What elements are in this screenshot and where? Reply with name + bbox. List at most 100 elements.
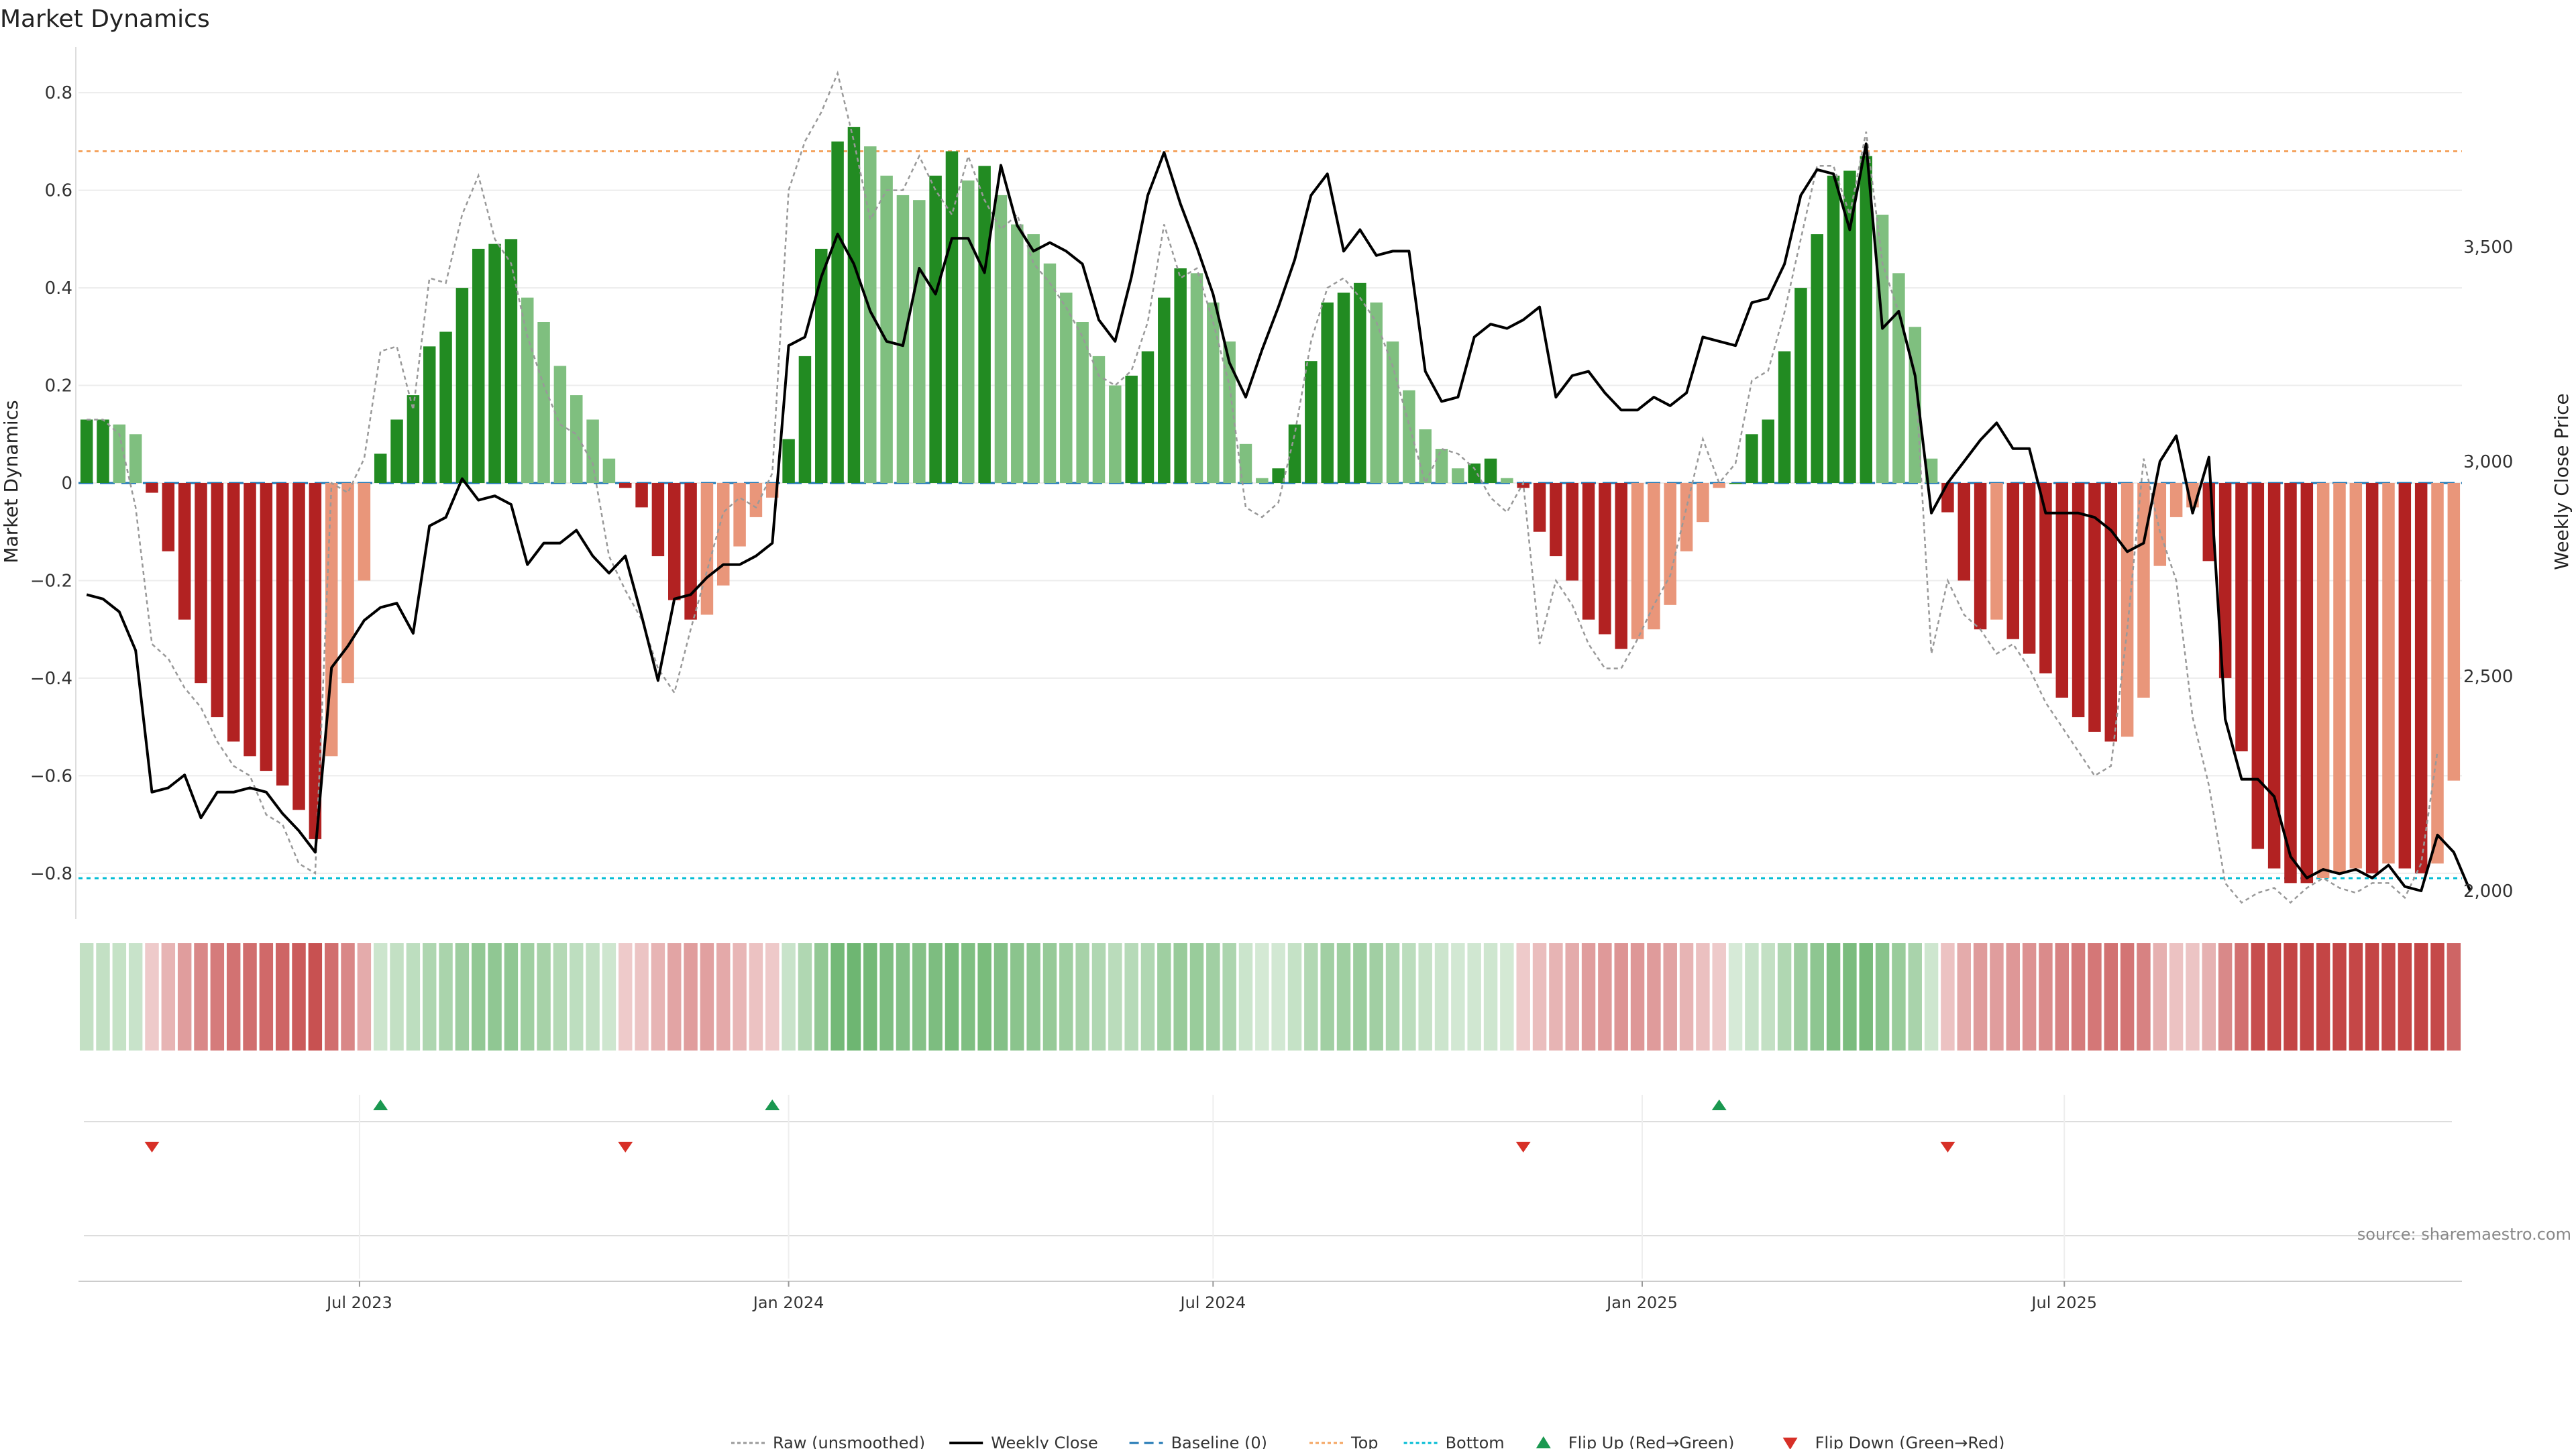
strip-cell	[243, 943, 257, 1051]
market-dynamics-bar	[2267, 483, 2281, 869]
market-dynamics-bar	[635, 483, 648, 508]
market-dynamics-bar	[2333, 483, 2346, 873]
market-dynamics-bar	[390, 419, 403, 483]
legend-label: Weekly Close	[991, 1434, 1098, 1449]
strip-cell	[1990, 943, 2004, 1051]
market-dynamics-bar	[227, 483, 240, 742]
legend-label: Bottom	[1446, 1434, 1505, 1449]
strip-cell	[422, 943, 437, 1051]
legend-label: Top	[1350, 1434, 1379, 1449]
strip-cell	[275, 943, 290, 1051]
strip-cell	[521, 943, 535, 1051]
strip-cell	[2332, 943, 2347, 1051]
strip-cell	[1483, 943, 1498, 1051]
strip-cell	[928, 943, 943, 1051]
market-dynamics-bar	[945, 151, 959, 484]
market-dynamics-bar	[407, 395, 420, 483]
market-dynamics-bar	[1566, 483, 1578, 581]
market-dynamics-bar	[2414, 483, 2428, 873]
strip-cell	[1924, 943, 1939, 1051]
strip-cell	[1777, 943, 1792, 1051]
strip-cell	[2039, 943, 2053, 1051]
y-tick-label: −0.2	[30, 571, 72, 591]
strip-cell	[1059, 943, 1073, 1051]
strip-cell	[2071, 943, 2086, 1051]
market-dynamics-bar	[586, 419, 599, 483]
right-axis-label: Weekly Close Price	[2551, 393, 2573, 570]
strip-cell	[1859, 943, 1873, 1051]
market-dynamics-bar	[700, 483, 714, 615]
market-dynamics-bar	[2137, 483, 2150, 698]
legend-item-raw: Raw (unsmoothed)	[731, 1434, 925, 1449]
strip-cell	[749, 943, 763, 1051]
market-dynamics-bar	[815, 248, 828, 483]
market-dynamics-bar	[2104, 483, 2118, 742]
market-dynamics-bar	[668, 483, 681, 600]
strip-cell	[112, 943, 127, 1051]
x-tick-label: Jul 2023	[325, 1293, 392, 1312]
strip-cell	[226, 943, 241, 1051]
y-tick-label: −0.4	[30, 669, 72, 689]
strip-cell	[79, 943, 94, 1051]
flip-up-marker	[765, 1099, 780, 1110]
strip-cell	[1304, 943, 1318, 1051]
market-dynamics-bar	[1043, 263, 1057, 483]
market-dynamics-bar	[455, 288, 469, 483]
market-dynamics-bar	[537, 322, 550, 483]
market-dynamics-bar	[798, 356, 812, 483]
market-dynamics-bar	[1158, 297, 1171, 483]
strip-cell	[2414, 943, 2428, 1051]
market-dynamics-bar	[684, 483, 697, 620]
market-dynamics-bar	[2235, 483, 2248, 751]
strip-cell	[863, 943, 877, 1051]
market-dynamics-bar	[2431, 483, 2444, 864]
source-note: source: sharemaestro.com	[2357, 1225, 2571, 1244]
strip-cell	[570, 943, 584, 1051]
strip-cell	[439, 943, 453, 1051]
strip-cell	[2169, 943, 2184, 1051]
strip-cell	[1402, 943, 1416, 1051]
flip-up-marker	[1711, 1099, 1727, 1110]
market-dynamics-bar	[1109, 385, 1122, 483]
market-dynamics-bar	[521, 297, 534, 483]
strip-cell	[1826, 943, 1841, 1051]
strip-cell	[1728, 943, 1743, 1051]
strip-cell	[716, 943, 731, 1051]
legend-label: Flip Up (Red→Green)	[1568, 1434, 1735, 1449]
color-strip	[79, 943, 2461, 1051]
market-dynamics-bar	[358, 483, 371, 581]
market-dynamics-bar	[1337, 292, 1350, 483]
strip-cell	[2006, 943, 2020, 1051]
strip-cell	[2137, 943, 2151, 1051]
strip-cell	[2430, 943, 2445, 1051]
strip-cell	[700, 943, 714, 1051]
market-dynamics-bar	[1239, 443, 1252, 483]
strip-cell	[912, 943, 926, 1051]
strip-cell	[2316, 943, 2330, 1051]
strip-cell	[1532, 943, 1547, 1051]
strip-cell	[1336, 943, 1351, 1051]
strip-cell	[733, 943, 747, 1051]
market-dynamics-bar	[978, 166, 991, 484]
strip-cell	[357, 943, 372, 1051]
market-dynamics-bar	[97, 419, 109, 483]
strip-cell	[553, 943, 568, 1051]
strip-cell	[1467, 943, 1481, 1051]
strip-cell	[2153, 943, 2167, 1051]
legend-label: Flip Down (Green→Red)	[1815, 1434, 2005, 1449]
axes-layer: −0.8 −0.6 −0.4 −0.2 0 0.2 0.4 0.6 0.8 2,000 2,500 3…	[30, 47, 2513, 919]
market-dynamics-bar	[2382, 483, 2395, 864]
market-dynamics-bar	[195, 483, 207, 684]
market-dynamics-bar	[1794, 288, 1807, 483]
legend-item-flip-down: Flip Down (Green→Red)	[1782, 1434, 2005, 1449]
market-dynamics-bar	[1778, 351, 1791, 483]
strip-cell	[684, 943, 698, 1051]
market-dynamics-bar	[80, 419, 93, 483]
strip-cell	[2218, 943, 2233, 1051]
strip-cell	[2365, 943, 2379, 1051]
strip-cell	[945, 943, 959, 1051]
market-dynamics-bar	[1288, 424, 1301, 483]
market-dynamics-bar	[1664, 483, 1676, 605]
legend-label: Raw (unsmoothed)	[773, 1434, 925, 1449]
strip-cell	[472, 943, 486, 1051]
